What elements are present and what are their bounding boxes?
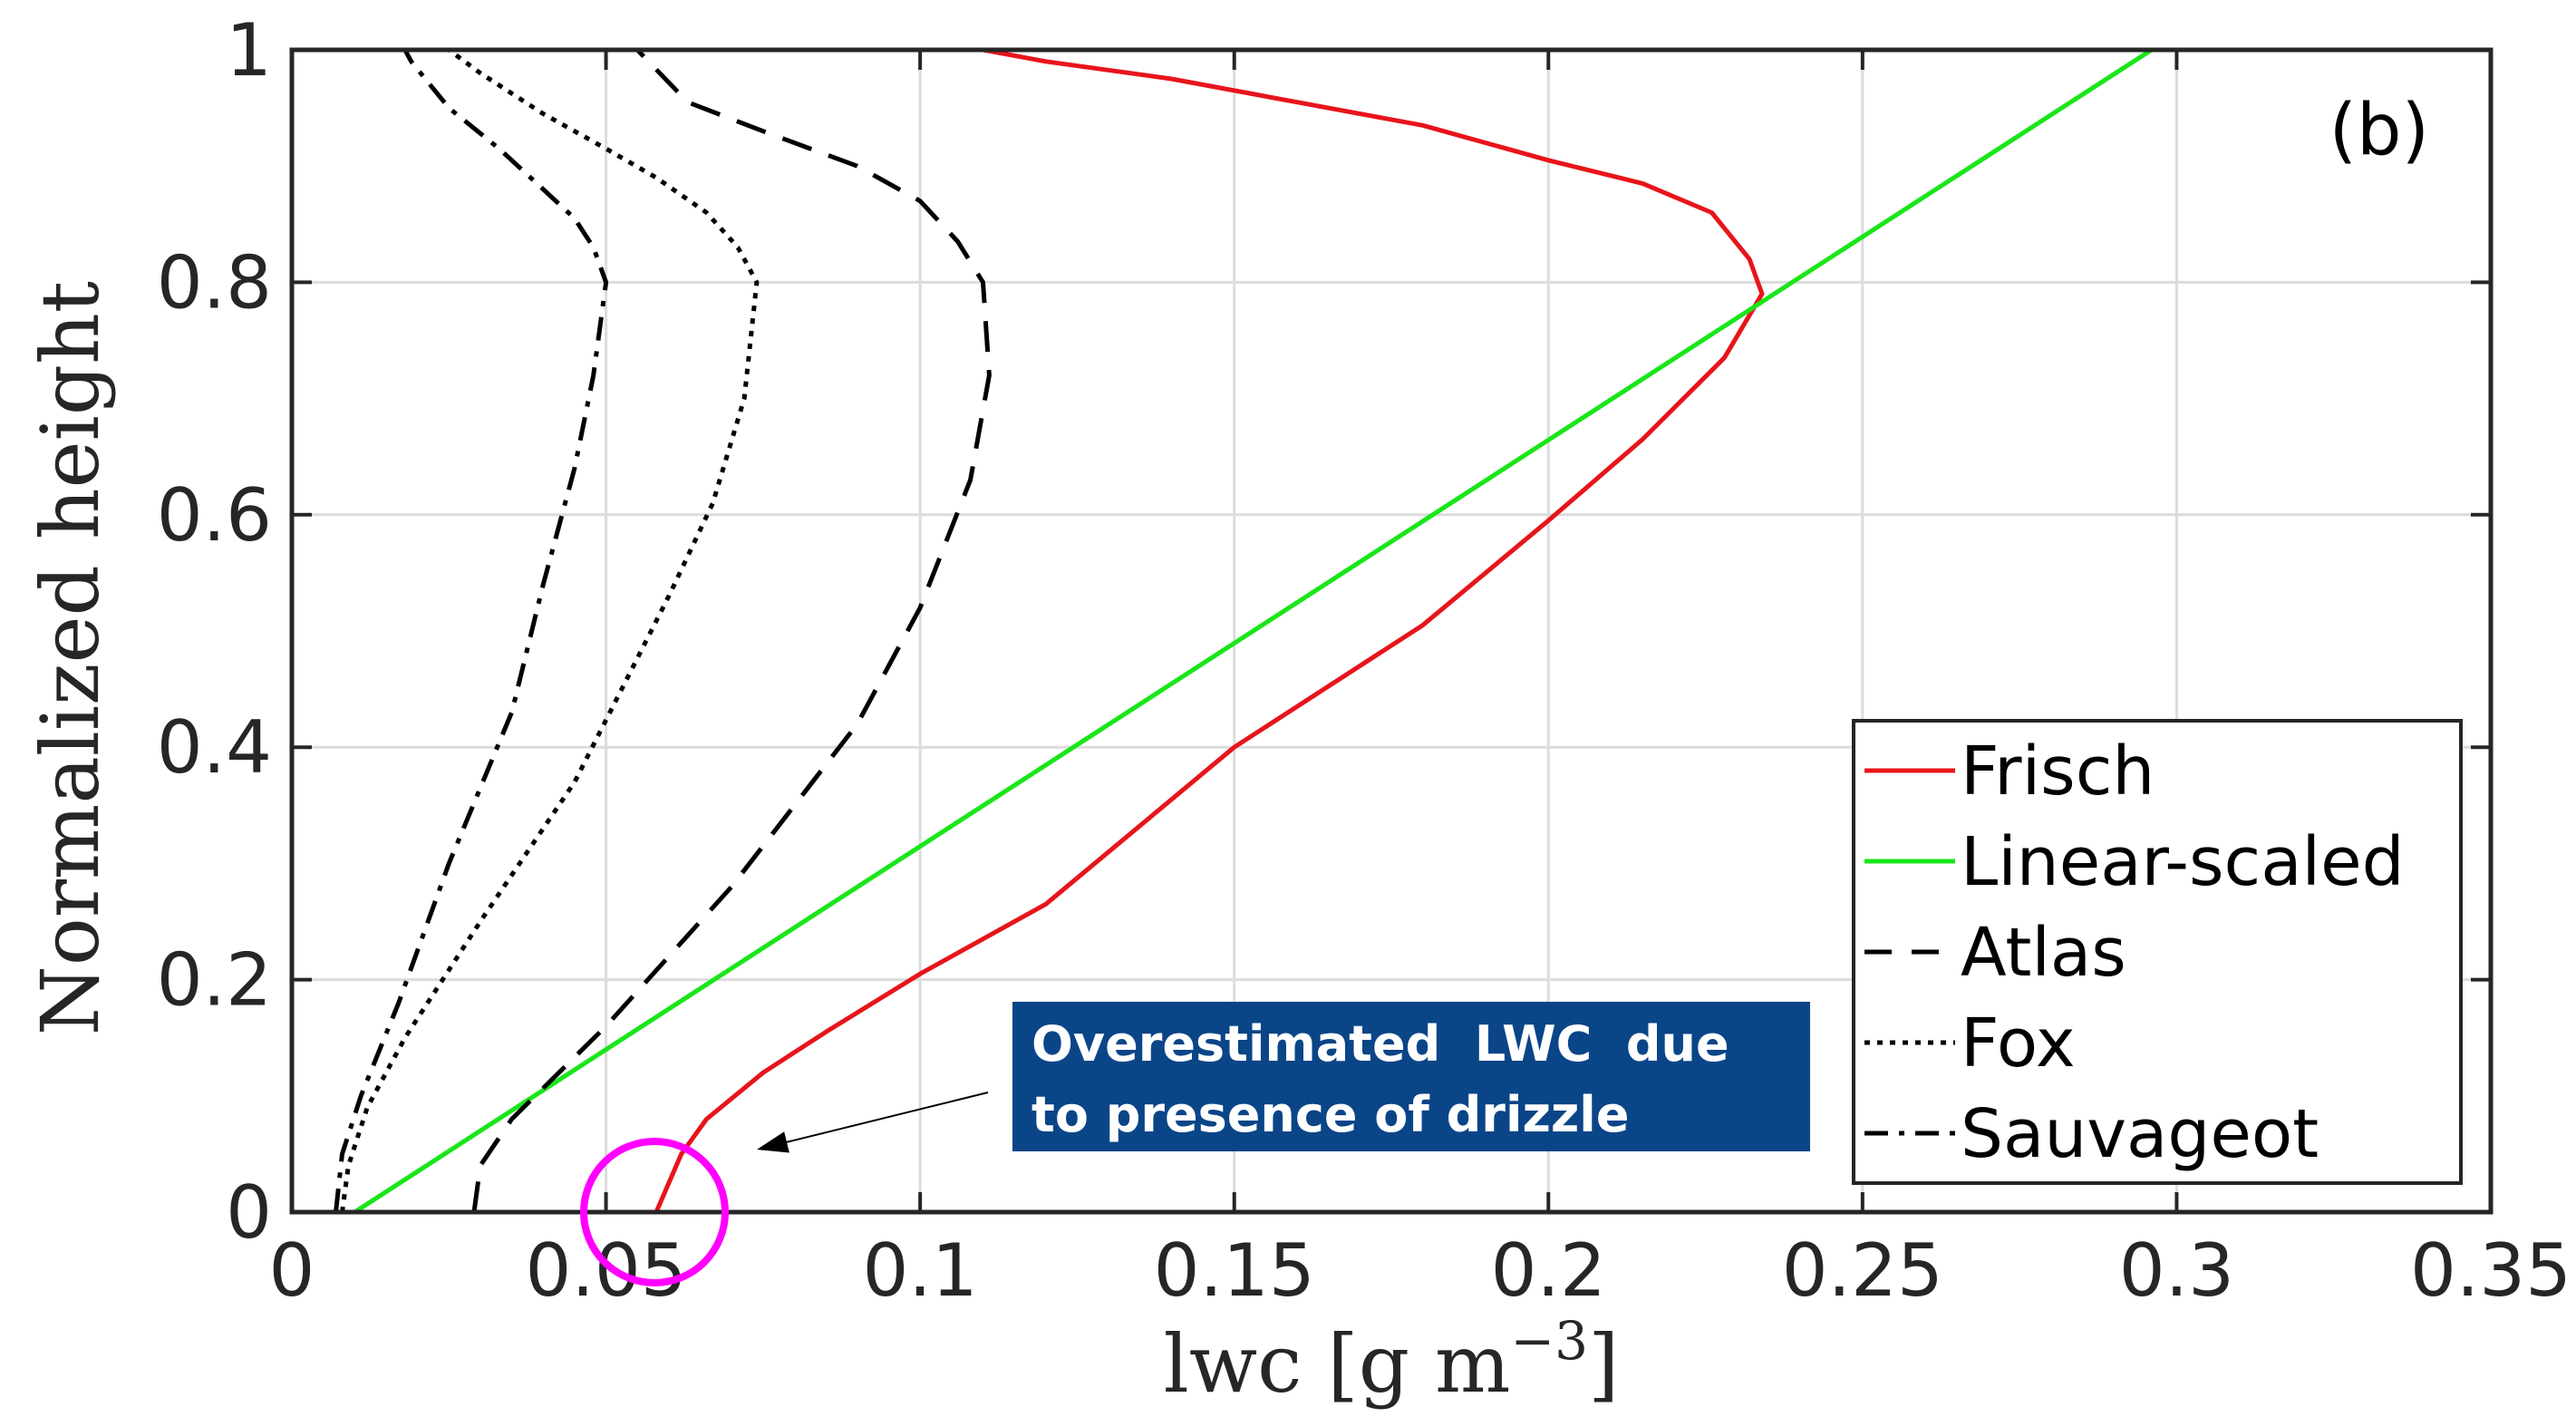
x-axis-title-exponent: −3 — [1510, 1310, 1588, 1372]
x-tick-label: 0.05 — [526, 1228, 687, 1313]
legend-items: Frisch Linear-scaled Atlas Fox Sauvageot — [1864, 733, 2405, 1173]
annotation-text-line1: Overestimated LWC due — [1031, 1015, 1729, 1072]
series-sauvageot — [334, 48, 609, 1213]
y-tick-labels: 0 0.2 0.4 0.6 0.8 1 — [157, 8, 272, 1255]
y-tick-label: 0.2 — [157, 938, 272, 1023]
legend-label: Fox — [1961, 1005, 2076, 1082]
panel-label: (b) — [2329, 90, 2429, 171]
series-layer — [334, 47, 2154, 1215]
x-tick-label: 0.2 — [1491, 1228, 1606, 1313]
legend-label: Atlas — [1961, 914, 2126, 992]
y-tick-label: 1 — [226, 8, 272, 92]
y-axis-title: Normalized height — [24, 281, 117, 1035]
legend-item-fox: Fox — [1864, 1005, 2076, 1082]
axes-box — [289, 47, 2494, 1215]
y-tick-label: 0.4 — [157, 705, 272, 790]
x-tick-label: 0.35 — [2410, 1228, 2571, 1313]
drizzle-annotation: Overestimated LWC due to presence of dri… — [580, 1002, 1810, 1286]
annotation-arrow-line — [774, 1092, 989, 1146]
y-tick-label: 0 — [226, 1170, 272, 1255]
x-tick-label: 0 — [269, 1228, 315, 1313]
x-tick-label: 0.1 — [863, 1228, 978, 1313]
legend-item-sauvageot: Sauvageot — [1864, 1095, 2319, 1173]
x-axis-title-suffix: ] — [1588, 1317, 1619, 1411]
x-tick-label: 0.25 — [1782, 1228, 1943, 1313]
legend-label: Linear-scaled — [1961, 823, 2405, 901]
annotation-box — [1012, 1002, 1810, 1151]
drizzle-highlight-circle — [580, 1138, 730, 1286]
legend-item-atlas: Atlas — [1864, 914, 2126, 992]
legend-item-linear-scaled: Linear-scaled — [1864, 823, 2405, 901]
series-fox — [340, 47, 760, 1213]
legend-box — [1852, 719, 2463, 1185]
x-axis-title-main: lwc [g m — [1164, 1317, 1511, 1411]
x-axis-title: lwc [g m−3] — [1164, 1310, 1620, 1411]
legend-item-frisch: Frisch — [1864, 733, 2155, 810]
y-tick-label: 0.6 — [157, 473, 272, 558]
x-tick-label: 0.15 — [1154, 1228, 1315, 1313]
series-linear-scaled — [353, 47, 2154, 1215]
legend: Frisch Linear-scaled Atlas Fox Sauvageot — [1852, 719, 2463, 1185]
series-atlas — [471, 48, 992, 1213]
y-tick-label: 0.8 — [157, 240, 272, 325]
legend-label: Sauvageot — [1961, 1095, 2319, 1173]
legend-label: Frisch — [1961, 733, 2155, 810]
series-frisch — [654, 47, 1765, 1213]
annotation-text-line2: to presence of drizzle — [1031, 1086, 1629, 1143]
x-tick-label: 0.3 — [2119, 1228, 2234, 1313]
x-tick-labels: 0 0.05 0.1 0.15 0.2 0.25 0.3 0.35 — [269, 1228, 2572, 1313]
grid-lines — [292, 50, 2491, 1212]
axis-ticks — [290, 48, 2493, 1214]
annotation-arrow-head — [757, 1131, 789, 1153]
